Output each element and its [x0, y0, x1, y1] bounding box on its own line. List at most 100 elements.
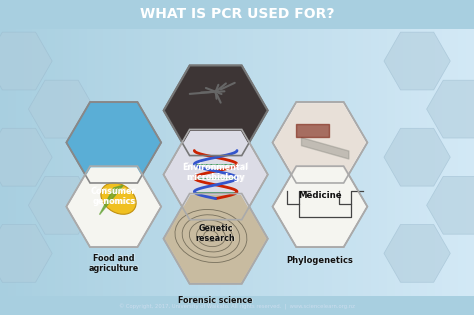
Polygon shape — [273, 166, 367, 247]
Bar — [411, 29, 419, 296]
Polygon shape — [273, 102, 367, 183]
Bar — [340, 29, 347, 296]
Text: Consumer
genomics: Consumer genomics — [92, 186, 137, 206]
Polygon shape — [274, 103, 366, 182]
Bar — [364, 29, 371, 296]
Polygon shape — [384, 128, 450, 186]
Bar — [8, 29, 16, 296]
Bar — [166, 29, 174, 296]
Text: WHAT IS PCR USED FOR?: WHAT IS PCR USED FOR? — [140, 8, 334, 21]
Bar — [39, 29, 47, 296]
Bar — [158, 29, 166, 296]
Bar — [221, 29, 229, 296]
Polygon shape — [427, 80, 474, 138]
Bar — [356, 29, 364, 296]
Bar — [150, 29, 158, 296]
Bar — [127, 29, 134, 296]
Polygon shape — [165, 131, 266, 218]
Polygon shape — [28, 80, 95, 138]
Bar — [103, 29, 110, 296]
Bar — [198, 29, 205, 296]
Bar — [379, 29, 387, 296]
Bar — [245, 29, 253, 296]
Polygon shape — [66, 166, 161, 247]
Bar — [118, 29, 127, 296]
Bar — [134, 29, 142, 296]
Polygon shape — [100, 185, 123, 215]
Bar — [71, 29, 79, 296]
Polygon shape — [165, 195, 266, 283]
Bar — [87, 29, 95, 296]
Bar — [237, 29, 245, 296]
Polygon shape — [164, 65, 268, 156]
Text: Phylogenetics: Phylogenetics — [287, 256, 355, 265]
Bar — [332, 29, 340, 296]
Polygon shape — [274, 167, 366, 246]
Text: Medicine: Medicine — [299, 190, 343, 199]
Text: Consumer
genomics: Consumer genomics — [91, 187, 137, 206]
Bar — [316, 29, 324, 296]
Polygon shape — [0, 32, 52, 90]
Bar — [395, 29, 403, 296]
Bar — [32, 29, 39, 296]
Polygon shape — [68, 103, 160, 182]
Polygon shape — [384, 32, 450, 90]
Text: Environmental
microbiology: Environmental microbiology — [184, 162, 249, 181]
Bar — [371, 29, 379, 296]
Bar — [427, 29, 435, 296]
Bar — [253, 29, 261, 296]
Bar — [205, 29, 213, 296]
Bar — [324, 29, 332, 296]
Bar — [466, 29, 474, 296]
Text: Forensic science: Forensic science — [179, 296, 254, 305]
Bar — [292, 29, 300, 296]
Polygon shape — [0, 225, 52, 282]
Bar — [174, 29, 182, 296]
Bar — [276, 29, 284, 296]
Text: Forensic science: Forensic science — [178, 296, 253, 305]
Polygon shape — [165, 67, 266, 154]
Bar — [435, 29, 442, 296]
Bar — [387, 29, 395, 296]
Bar — [24, 29, 32, 296]
Bar — [261, 29, 269, 296]
Text: Genetic
research: Genetic research — [196, 224, 236, 243]
Ellipse shape — [101, 183, 136, 214]
Bar — [450, 29, 458, 296]
Bar — [269, 29, 276, 296]
Bar — [47, 29, 55, 296]
Polygon shape — [66, 102, 161, 183]
Polygon shape — [0, 128, 52, 186]
Bar — [190, 29, 198, 296]
Polygon shape — [164, 193, 268, 284]
Bar — [55, 29, 63, 296]
Text: Environmental
microbiology: Environmental microbiology — [183, 163, 248, 182]
Bar — [110, 29, 118, 296]
Bar — [284, 29, 292, 296]
Polygon shape — [164, 129, 268, 220]
Bar — [442, 29, 450, 296]
Bar — [79, 29, 87, 296]
Bar — [142, 29, 150, 296]
Bar — [347, 29, 356, 296]
Bar — [300, 29, 308, 296]
Bar — [16, 29, 24, 296]
Polygon shape — [28, 176, 95, 234]
Text: Phylogenetics: Phylogenetics — [286, 256, 354, 265]
Bar — [63, 29, 71, 296]
Polygon shape — [427, 176, 474, 234]
Text: © Copyright, 2017, University of Waikato. All rights reserved.  |  www.sciencele: © Copyright, 2017, University of Waikato… — [119, 303, 355, 310]
Text: Genetic
research: Genetic research — [197, 224, 237, 243]
Text: Food and
agriculture: Food and agriculture — [89, 254, 139, 273]
Polygon shape — [384, 225, 450, 282]
Bar — [182, 29, 190, 296]
Text: Food and
agriculture: Food and agriculture — [90, 253, 140, 272]
Bar — [229, 29, 237, 296]
Bar — [419, 29, 427, 296]
Bar — [0, 29, 8, 296]
Bar — [213, 29, 221, 296]
Bar — [458, 29, 466, 296]
Bar — [308, 29, 316, 296]
Bar — [403, 29, 411, 296]
Polygon shape — [68, 167, 160, 246]
